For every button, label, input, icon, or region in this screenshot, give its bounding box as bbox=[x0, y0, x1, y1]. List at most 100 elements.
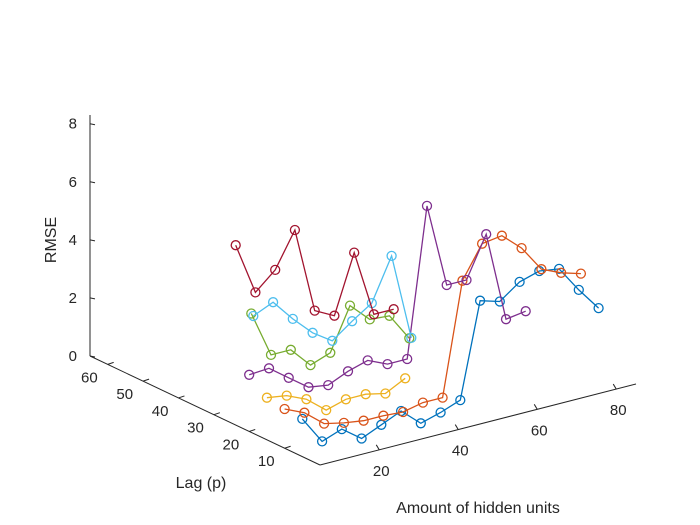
z-tick-label: 8 bbox=[69, 116, 77, 133]
data-point bbox=[397, 406, 409, 418]
z-tick-label: 6 bbox=[69, 174, 77, 191]
data-point bbox=[455, 394, 466, 406]
data-point bbox=[457, 275, 468, 286]
data-point bbox=[305, 359, 316, 371]
data-point bbox=[283, 372, 294, 383]
y-tick-label: 60 bbox=[81, 369, 98, 386]
z-tick-mark bbox=[89, 181, 96, 184]
y-tick-label: 40 bbox=[152, 403, 169, 420]
z-tick-mark bbox=[89, 297, 96, 300]
y-axis-line bbox=[89, 355, 321, 466]
data-point bbox=[461, 274, 472, 286]
data-point bbox=[267, 297, 279, 308]
data-point bbox=[380, 388, 391, 399]
series-2 bbox=[279, 230, 587, 429]
data-point bbox=[362, 355, 373, 366]
data-point bbox=[265, 349, 277, 361]
x-tick-mark bbox=[454, 424, 459, 430]
axis-labels: RMSE Lag (p) Amount of hidden units bbox=[43, 217, 560, 517]
data-point bbox=[400, 373, 411, 384]
data-point bbox=[402, 353, 413, 365]
data-point bbox=[349, 247, 360, 258]
series-7 bbox=[230, 224, 399, 321]
data-point bbox=[437, 392, 448, 403]
data-point bbox=[494, 296, 505, 307]
z-tick-mark bbox=[89, 239, 96, 242]
data-point bbox=[496, 230, 508, 241]
data-point bbox=[250, 287, 261, 298]
data-point bbox=[336, 423, 347, 435]
data-point bbox=[318, 418, 330, 429]
data-point bbox=[593, 302, 604, 314]
data-point bbox=[388, 304, 399, 315]
z-tick-mark bbox=[89, 355, 96, 358]
data-point bbox=[299, 407, 310, 418]
data-point bbox=[248, 310, 259, 322]
x-tick-label: 20 bbox=[373, 463, 390, 480]
series-1 bbox=[297, 263, 604, 447]
data-point bbox=[417, 397, 429, 408]
data-point bbox=[327, 335, 338, 346]
series-group bbox=[230, 200, 604, 447]
z-tick-label: 2 bbox=[69, 290, 77, 307]
data-point bbox=[342, 366, 354, 377]
series-6 bbox=[248, 250, 417, 346]
y-tick-label: 20 bbox=[223, 436, 240, 453]
data-point bbox=[481, 229, 492, 240]
data-point bbox=[368, 309, 380, 320]
data-point bbox=[244, 369, 255, 380]
data-point bbox=[474, 295, 486, 306]
data-point bbox=[316, 436, 328, 447]
data-point bbox=[289, 224, 301, 236]
data-point bbox=[297, 413, 308, 425]
data-point bbox=[263, 363, 275, 374]
z-tick-mark bbox=[89, 123, 96, 126]
data-point bbox=[555, 267, 567, 278]
data-point bbox=[340, 394, 352, 405]
data-point bbox=[415, 418, 426, 429]
x-tick-mark bbox=[375, 444, 380, 451]
series-4 bbox=[244, 200, 531, 393]
data-point bbox=[301, 394, 312, 405]
y-tick-mark bbox=[142, 378, 150, 382]
y-tick-label: 50 bbox=[116, 386, 133, 403]
data-point bbox=[346, 316, 358, 327]
data-point bbox=[421, 200, 433, 212]
series-line bbox=[252, 253, 412, 342]
y-axis-label: Lag (p) bbox=[176, 475, 227, 492]
y-tick-label: 10 bbox=[258, 453, 275, 470]
data-point bbox=[500, 314, 512, 325]
data-point bbox=[573, 284, 584, 296]
x-tick-label: 40 bbox=[452, 443, 469, 460]
y-tick-mark bbox=[178, 395, 185, 399]
y-tick-mark bbox=[249, 428, 256, 432]
data-point bbox=[270, 264, 281, 276]
series-3 bbox=[261, 373, 411, 416]
series-line bbox=[284, 234, 581, 425]
data-point bbox=[321, 404, 332, 416]
x-tick-mark bbox=[533, 404, 538, 410]
x-tick-label: 60 bbox=[531, 422, 548, 439]
data-point bbox=[281, 390, 292, 401]
y-tick-mark bbox=[107, 361, 114, 365]
data-point bbox=[382, 358, 393, 370]
data-point bbox=[435, 407, 446, 418]
data-point bbox=[325, 347, 336, 358]
data-point bbox=[441, 279, 452, 291]
data-point bbox=[344, 300, 356, 311]
y-tick-mark bbox=[284, 445, 291, 449]
data-point bbox=[285, 344, 296, 355]
series-line bbox=[250, 304, 410, 366]
data-point bbox=[360, 389, 371, 400]
data-point bbox=[279, 403, 290, 415]
y-tick-label: 30 bbox=[187, 420, 204, 437]
data-point bbox=[338, 417, 350, 429]
y-tick-mark bbox=[213, 412, 221, 416]
data-point bbox=[514, 276, 525, 288]
x-axis-line bbox=[319, 383, 637, 466]
data-point bbox=[303, 382, 314, 393]
data-point bbox=[406, 332, 417, 344]
data-point bbox=[358, 415, 369, 426]
data-point bbox=[329, 310, 340, 321]
